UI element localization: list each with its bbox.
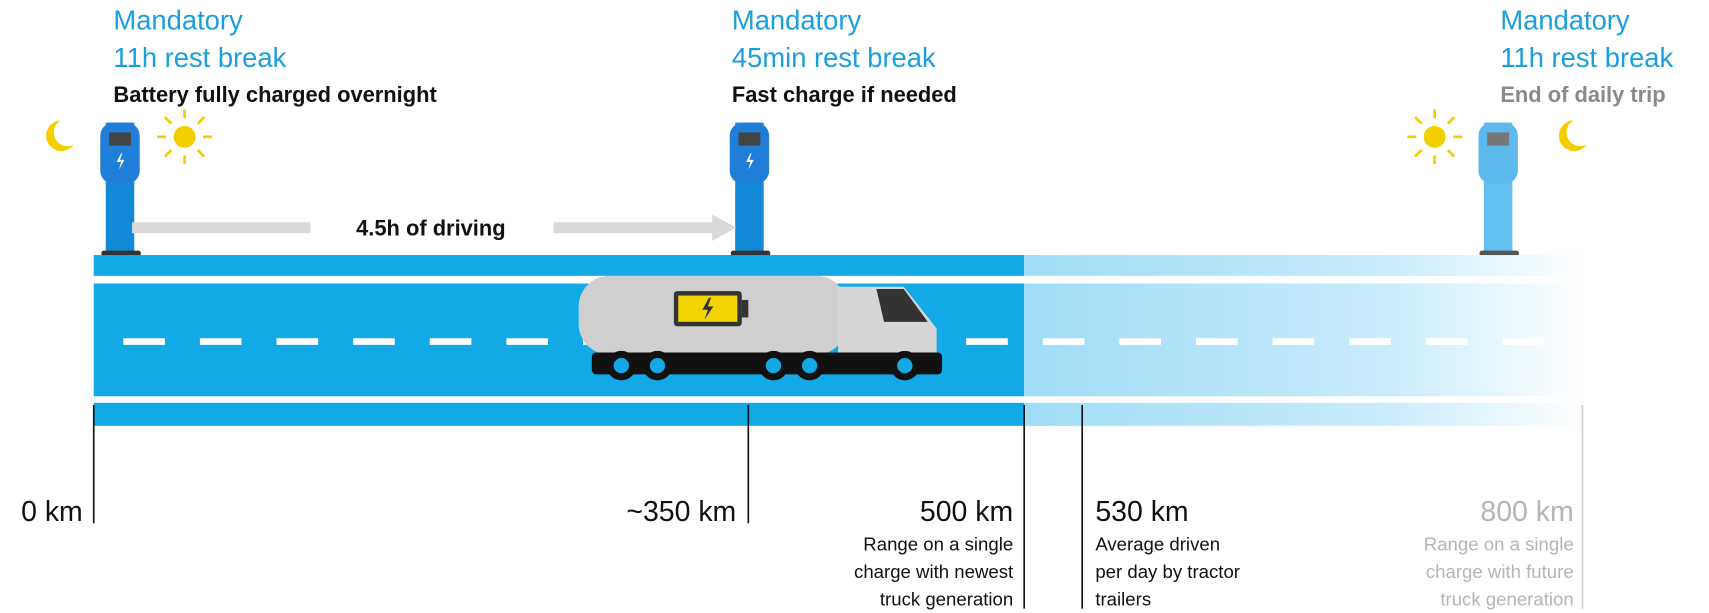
marker-description: charge with future [1426,561,1574,582]
marker-label: 500 km [920,496,1013,528]
sun [157,109,212,164]
stop-2: Mandatory 11h rest break End of daily tr… [1500,5,1673,107]
marker-description: per day by tractor [1095,561,1240,582]
infographic: Mandatory 11h rest break Battery fully c… [0,0,1709,613]
truck [579,276,942,380]
driving-label: 4.5h of driving [356,215,505,240]
stop-subtitle: 11h rest break [1500,42,1673,73]
charger [1478,123,1519,257]
marker-3: 530 km Average driven per day by tractor… [1082,405,1240,609]
stop-title: Mandatory [1500,5,1630,36]
stop-note: End of daily trip [1500,82,1665,107]
page: { "stops": [ {"title": "Mandatory", "sub… [0,0,1709,613]
stop-note: Fast charge if needed [732,82,957,107]
marker-label: 530 km [1095,496,1188,528]
marker-label: ~350 km [626,496,736,528]
moon [1559,120,1587,151]
marker-description: Range on a single [863,534,1013,555]
marker-description: truck generation [880,588,1013,609]
stop-0: Mandatory 11h rest break Battery fully c… [113,5,437,107]
marker-4: 800 km Range on a single charge with fut… [1424,405,1583,609]
sun [1407,109,1462,164]
marker-2: 500 km Range on a single charge with new… [854,405,1024,609]
marker-description: Range on a single [1424,534,1574,555]
moon [46,120,74,151]
marker-description: Average driven [1095,534,1220,555]
marker-description: truck generation [1440,588,1573,609]
marker-label: 800 km [1480,496,1573,528]
charger [730,123,771,257]
stop-1: Mandatory 45min rest break Fast charge i… [732,5,957,107]
marker-description: charge with newest [854,561,1014,582]
stop-title: Mandatory [732,5,862,36]
charger [100,123,141,257]
stop-subtitle: 45min rest break [732,42,936,73]
marker-0: 0 km [21,405,94,528]
stop-subtitle: 11h rest break [113,42,286,73]
marker-label: 0 km [21,496,83,528]
driving-arrow: 4.5h of driving [132,215,736,241]
marker-description: trailers [1095,588,1151,609]
stop-title: Mandatory [113,5,243,36]
stop-note: Battery fully charged overnight [113,82,437,107]
